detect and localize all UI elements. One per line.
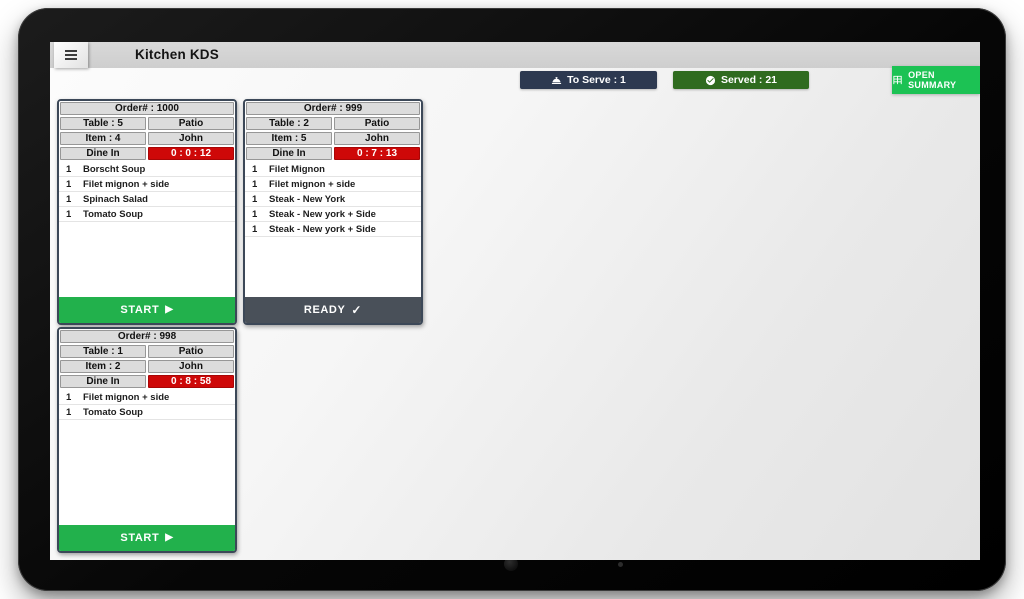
order-timer: 0 : 0 : 12 <box>148 147 234 160</box>
order-item-row: 1 Borscht Soup <box>59 162 235 177</box>
play-icon: ▶ <box>165 304 174 315</box>
order-items: 1 Borscht Soup 1 Filet mignon + side 1 S… <box>59 162 235 297</box>
item-qty: 1 <box>66 163 72 175</box>
cloche-icon <box>552 76 562 84</box>
order-card-header: Order# : 999 Table : 2 Patio Item : 5 Jo… <box>245 101 421 162</box>
order-items: 1 Filet Mignon 1 Filet mignon + side 1 S… <box>245 162 421 297</box>
order-items: 1 Filet mignon + side 1 Tomato Soup <box>59 390 235 525</box>
order-item-row: 1 Tomato Soup <box>59 207 235 222</box>
order-card-header: Order# : 1000 Table : 5 Patio Item : 4 J… <box>59 101 235 162</box>
order-section: Patio <box>334 117 420 130</box>
order-timer: 0 : 8 : 58 <box>148 375 234 388</box>
order-section: Patio <box>148 345 234 358</box>
item-qty: 1 <box>252 178 258 190</box>
item-qty: 1 <box>252 223 258 235</box>
order-server: John <box>334 132 420 145</box>
order-item-row: 1 Filet mignon + side <box>59 177 235 192</box>
order-table: Table : 5 <box>60 117 146 130</box>
item-name: Filet mignon + side <box>269 178 356 190</box>
order-item-count: Item : 2 <box>60 360 146 373</box>
order-type: Dine In <box>60 375 146 388</box>
order-action-button[interactable]: START ▶ <box>59 297 235 323</box>
order-item-row: 1 Steak - New York <box>245 192 421 207</box>
item-name: Filet Mignon <box>269 163 325 175</box>
item-qty: 1 <box>66 208 72 220</box>
order-server: John <box>148 132 234 145</box>
order-timer: 0 : 7 : 13 <box>334 147 420 160</box>
order-type: Dine In <box>60 147 146 160</box>
item-qty: 1 <box>66 391 72 403</box>
order-table: Table : 1 <box>60 345 146 358</box>
order-action-button[interactable]: READY ✓ <box>245 297 421 323</box>
order-card: Order# : 998 Table : 1 Patio Item : 2 Jo… <box>57 327 237 553</box>
item-name: Borscht Soup <box>83 163 146 175</box>
item-name: Steak - New York <box>269 193 346 205</box>
order-action-button[interactable]: START ▶ <box>59 525 235 551</box>
served-label: Served : 21 <box>720 74 778 86</box>
open-summary-label: OPEN SUMMARY <box>908 70 957 90</box>
to-serve-label: To Serve : 1 <box>567 74 626 86</box>
menu-button[interactable] <box>54 42 88 68</box>
item-name: Spinach Salad <box>83 193 148 205</box>
check-icon: ✓ <box>351 303 363 317</box>
item-name: Tomato Soup <box>83 208 143 220</box>
order-server: John <box>148 360 234 373</box>
item-name: Steak - New york + Side <box>269 223 376 235</box>
tablet-frame: Kitchen KDS To Serve : 1 Served : 21 OPE… <box>18 8 1006 591</box>
served-badge[interactable]: Served : 21 <box>673 71 809 89</box>
order-item-row: 1 Filet mignon + side <box>59 390 235 405</box>
orders-grid: Order# : 1000 Table : 5 Patio Item : 4 J… <box>57 99 429 553</box>
order-card-header: Order# : 998 Table : 1 Patio Item : 2 Jo… <box>59 329 235 390</box>
order-item-count: Item : 4 <box>60 132 146 145</box>
page-title: Kitchen KDS <box>135 47 219 62</box>
order-item-row: 1 Steak - New york + Side <box>245 207 421 222</box>
play-icon: ▶ <box>165 532 174 543</box>
to-serve-badge[interactable]: To Serve : 1 <box>520 71 657 89</box>
check-circle-icon <box>705 75 716 85</box>
top-app-bar: Kitchen KDS <box>50 42 980 68</box>
order-type: Dine In <box>246 147 332 160</box>
order-number: Order# : 999 <box>246 102 420 115</box>
action-label: START <box>120 532 160 544</box>
item-qty: 1 <box>66 193 72 205</box>
item-name: Steak - New york + Side <box>269 208 376 220</box>
order-card: Order# : 1000 Table : 5 Patio Item : 4 J… <box>57 99 237 325</box>
table-icon <box>893 75 902 85</box>
order-number: Order# : 998 <box>60 330 234 343</box>
kds-screen: Kitchen KDS To Serve : 1 Served : 21 OPE… <box>50 42 980 560</box>
order-item-row: 1 Filet Mignon <box>245 162 421 177</box>
action-label: READY <box>303 304 346 316</box>
order-item-row: 1 Filet mignon + side <box>245 177 421 192</box>
item-name: Tomato Soup <box>83 406 143 418</box>
order-item-count: Item : 5 <box>246 132 332 145</box>
order-section: Patio <box>148 117 234 130</box>
item-qty: 1 <box>252 208 258 220</box>
action-label: START <box>120 304 160 316</box>
order-number: Order# : 1000 <box>60 102 234 115</box>
order-item-row: 1 Spinach Salad <box>59 192 235 207</box>
microphone-dot <box>618 562 623 567</box>
order-table: Table : 2 <box>246 117 332 130</box>
front-camera <box>504 557 518 571</box>
order-item-row: 1 Tomato Soup <box>59 405 235 420</box>
order-card: Order# : 999 Table : 2 Patio Item : 5 Jo… <box>243 99 423 325</box>
item-qty: 1 <box>252 193 258 205</box>
item-name: Filet mignon + side <box>83 178 170 190</box>
item-qty: 1 <box>66 406 72 418</box>
open-summary-button[interactable]: OPEN SUMMARY <box>892 66 980 94</box>
item-name: Filet mignon + side <box>83 391 170 403</box>
item-qty: 1 <box>252 163 258 175</box>
item-qty: 1 <box>66 178 72 190</box>
order-item-row: 1 Steak - New york + Side <box>245 222 421 237</box>
